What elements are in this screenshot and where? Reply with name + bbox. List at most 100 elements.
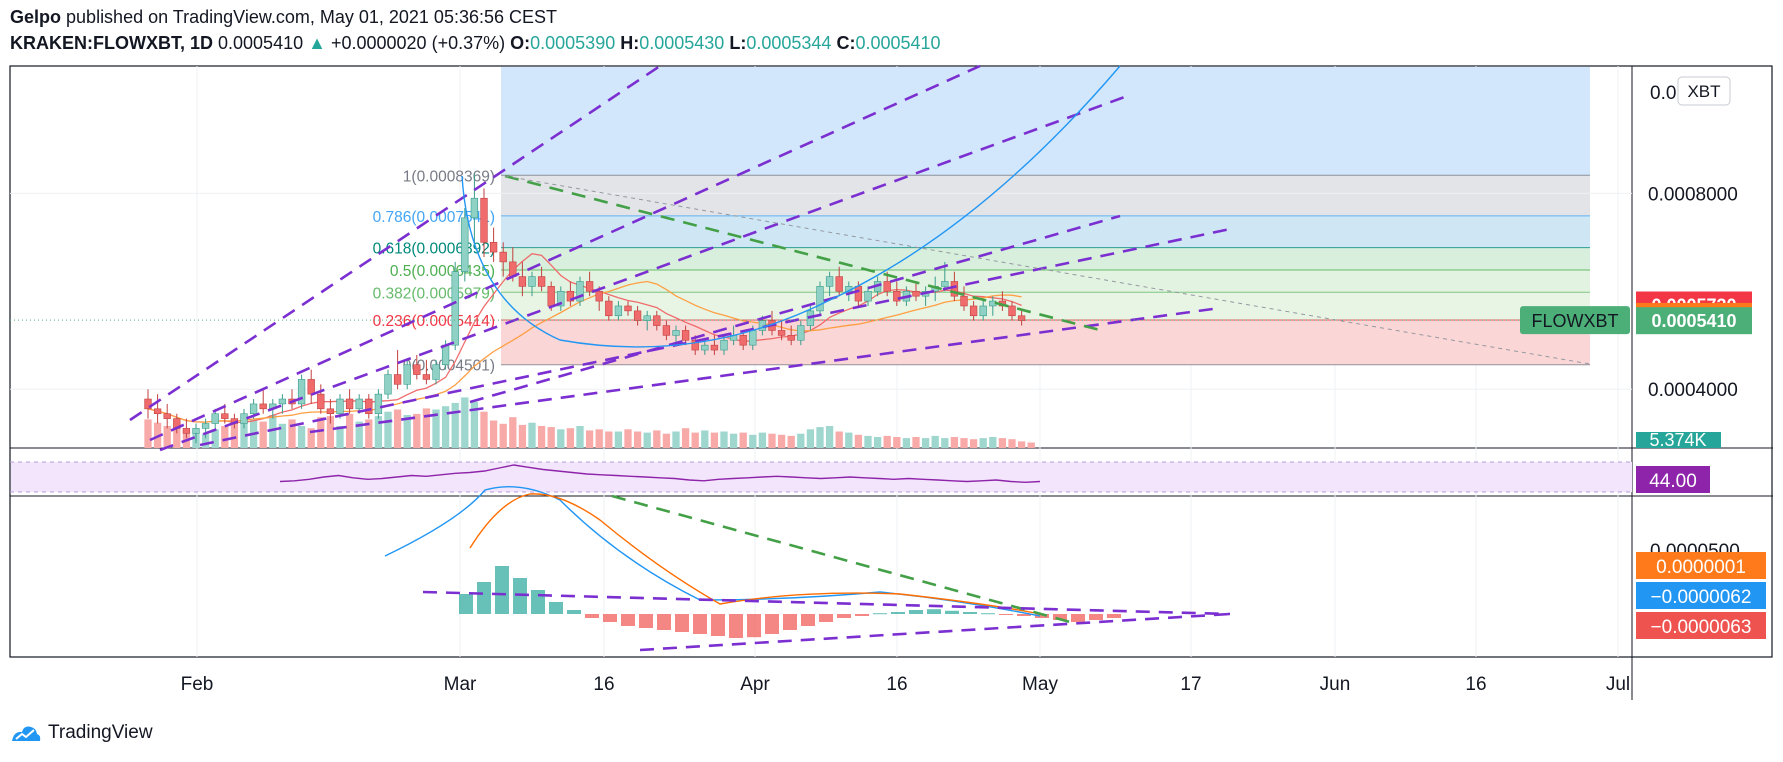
macd-histogram-bar: [783, 614, 797, 630]
price-change: +0.0000020 (+0.37%): [330, 33, 506, 53]
volume-bar: [758, 432, 767, 448]
volume-bar: [557, 429, 565, 448]
candle: [893, 290, 901, 302]
candle: [249, 403, 258, 415]
macd-channel-line: [639, 612, 1231, 652]
volume-bar: [307, 428, 315, 448]
volume-badge-text: 5.374K: [1649, 430, 1706, 450]
candle: [518, 276, 527, 287]
candle: [547, 286, 555, 307]
volume-bar: [845, 432, 853, 448]
candle: [912, 290, 920, 297]
volume-bar: [537, 426, 546, 448]
symbol-badge: [1520, 306, 1630, 335]
volume-bar: [777, 434, 786, 448]
volume-bar: [585, 430, 594, 448]
volume-bar: [989, 437, 997, 448]
candle: [969, 305, 978, 317]
candle: [576, 281, 584, 302]
candle: [672, 330, 680, 336]
volume-bar: [739, 432, 747, 448]
volume-bar: [806, 429, 815, 448]
candle: [413, 364, 421, 375]
candle: [317, 393, 325, 410]
candle: [163, 413, 171, 419]
candle: [259, 403, 267, 410]
channel-line: [149, 64, 981, 442]
volume-bar: [278, 423, 287, 448]
candle: [787, 335, 795, 341]
volume-bar: [422, 408, 431, 448]
candle: [461, 217, 469, 272]
time-tick-label: Jul: [1606, 674, 1630, 695]
volume-bar: [489, 420, 498, 448]
volume-bar: [509, 417, 517, 448]
macd-histogram-bar: [711, 614, 725, 636]
candle: [585, 281, 594, 292]
candle: [835, 276, 843, 292]
candle: [595, 290, 603, 302]
volume-bar: [518, 424, 527, 448]
candle: [1008, 305, 1016, 317]
volume-bar: [201, 433, 210, 448]
symbol-label[interactable]: KRAKEN:FLOWXBT, 1D: [10, 33, 213, 53]
macd-histogram-bar: [765, 614, 779, 634]
volume-bar: [441, 406, 450, 448]
chart-canvas[interactable]: Feb Mar 16 Apr 16 May 17 Jun 16 Jul 1(0.0008369) 0.…: [0, 0, 1783, 700]
volume-bar: [528, 422, 536, 448]
time-tick-label: 16: [593, 674, 614, 695]
volume-bar: [816, 427, 824, 448]
volume-bar: [1027, 442, 1035, 448]
candle: [240, 413, 248, 424]
up-arrow-icon: ▲: [308, 33, 326, 53]
fib-zone: [501, 175, 1590, 216]
rsi-badge: [1636, 466, 1710, 493]
volume-bar: [221, 426, 229, 448]
macd-badge-value: 0.0000001: [1656, 557, 1746, 578]
macd-histogram-bar: [909, 610, 923, 614]
volume-bar: [403, 415, 411, 448]
price-badge: [1636, 307, 1752, 335]
low-label: L:: [729, 33, 747, 53]
time-tick-label: 16: [886, 674, 907, 695]
candle: [153, 408, 162, 415]
macd-histogram-bar: [1071, 614, 1085, 622]
candle: [182, 428, 191, 434]
rsi-badge-value: 44.00: [1649, 471, 1697, 492]
volume-bar: [701, 430, 709, 448]
volume-bar: [643, 432, 651, 448]
last-price: 0.0005410: [218, 33, 304, 53]
publish-text: published on TradingView.com, May 01, 20…: [66, 7, 558, 27]
open-label: O:: [510, 33, 531, 53]
volume-bar: [960, 438, 968, 448]
fib-level-label: 1(0.0008369): [403, 168, 495, 185]
volume-bar: [912, 437, 920, 448]
candle: [297, 379, 306, 405]
footer-brand[interactable]: TradingView: [10, 722, 153, 744]
time-tick-label: Apr: [740, 674, 770, 695]
volume-bar: [365, 419, 373, 448]
author-name[interactable]: Gelpo: [10, 7, 62, 27]
volume-bar: [297, 426, 306, 448]
candle: [451, 271, 459, 346]
volume-bar: [662, 433, 671, 448]
macd-histogram-bar: [747, 614, 761, 638]
candle: [499, 251, 507, 263]
volume-bar: [288, 419, 296, 448]
candle: [393, 374, 402, 385]
ohlc-legend: KRAKEN:FLOWXBT, 1D 0.0005410 ▲ +0.000002…: [10, 33, 941, 54]
volume-bar: [768, 433, 776, 448]
volume-bar: [710, 432, 719, 448]
candle: [864, 290, 872, 302]
candle: [278, 398, 287, 405]
channel-line: [129, 64, 661, 422]
channel-line: [199, 226, 1236, 447]
macd-histogram-bar: [531, 590, 545, 614]
candle: [633, 310, 642, 321]
time-tick-label: 17: [1180, 674, 1201, 695]
candle: [816, 286, 824, 312]
candle: [566, 290, 575, 302]
candle: [749, 330, 757, 346]
time-tick-label: Feb: [181, 674, 214, 695]
volume-bar: [393, 409, 402, 448]
